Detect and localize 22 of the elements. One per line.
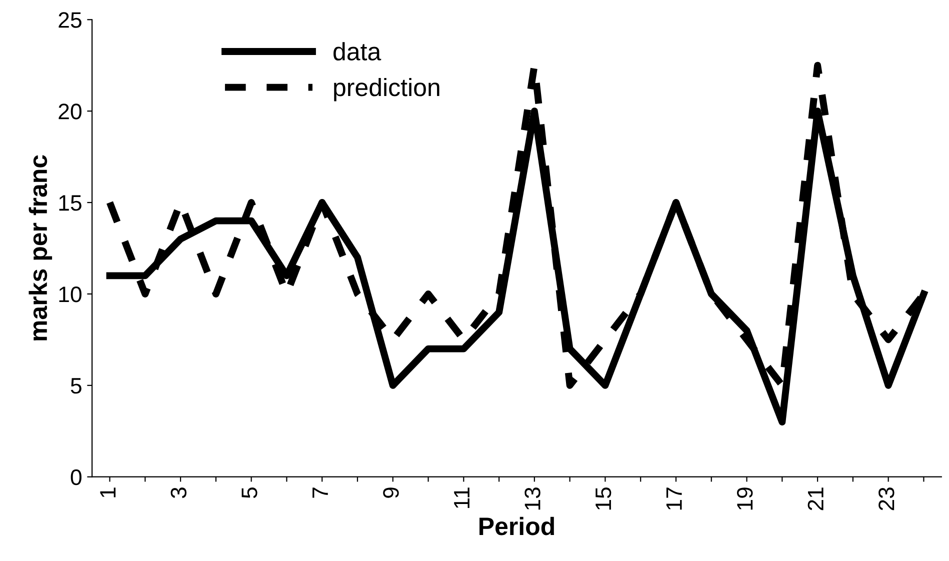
y-tick-label: 25 [58,12,82,28]
x-tick-label: 23 [878,488,894,510]
x-tick-label: 17 [666,488,682,510]
x-tick-label: 7 [312,488,328,498]
x-tick-label: 15 [596,488,612,510]
legend-label: prediction [334,78,440,102]
x-tick-label: 19 [736,488,753,510]
x-tick-label: 5 [242,488,258,498]
x-axis-title: Period [480,516,554,536]
y-tick-label: 5 [70,378,82,394]
x-tick-label: 1 [100,488,116,498]
y-axis-title: marks per franc [28,155,52,340]
legend-label: data [334,42,382,60]
y-tick-label: 10 [59,286,82,302]
x-tick-label: 3 [170,488,186,498]
x-tick-label: 13 [524,488,540,510]
x-tick-label: 9 [383,488,399,498]
y-tick-label: 0 [70,469,82,486]
x-tick-label: 11 [454,488,470,508]
x-tick-label: 21 [808,488,824,510]
y-tick-label: 20 [58,104,82,120]
y-tick-label: 15 [59,195,82,211]
